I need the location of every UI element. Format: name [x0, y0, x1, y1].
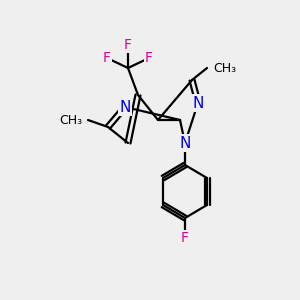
Text: N: N: [179, 136, 191, 151]
Text: F: F: [103, 51, 111, 65]
Text: F: F: [124, 38, 132, 52]
Text: F: F: [145, 51, 153, 65]
Text: CH₃: CH₃: [59, 113, 82, 127]
Text: N: N: [119, 100, 131, 115]
Text: F: F: [181, 231, 189, 245]
Text: CH₃: CH₃: [213, 61, 236, 74]
Text: N: N: [192, 95, 204, 110]
